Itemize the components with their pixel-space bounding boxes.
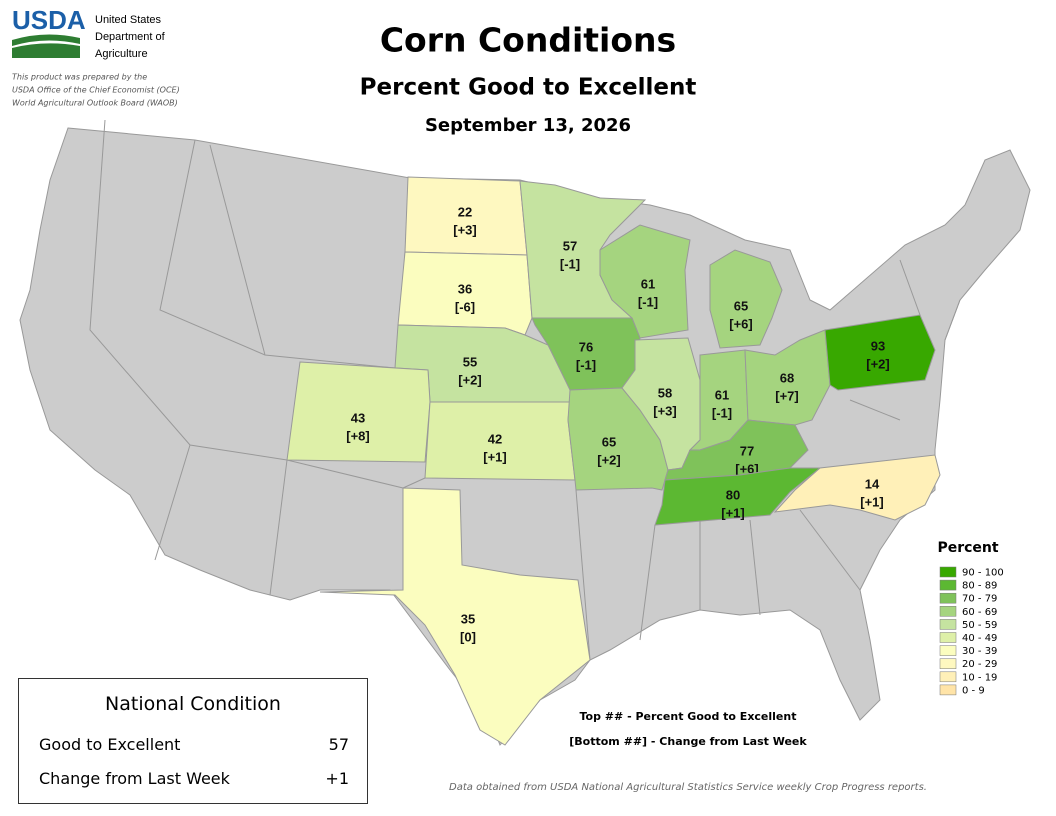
legend-label: 50 - 59 — [962, 620, 997, 631]
legend-swatch — [939, 566, 957, 578]
legend-label: 80 - 89 — [962, 581, 997, 592]
state-change: [+1] — [721, 505, 744, 520]
state — [824, 314, 936, 391]
legend-swatch — [939, 606, 957, 617]
state-value: 55 — [463, 354, 477, 369]
disclaimer: USDA Office of the Chief Economist (OCE) — [12, 86, 180, 95]
state-value: 80 — [726, 487, 740, 502]
state-value: 42 — [488, 431, 502, 446]
legend-label: 90 - 100 — [962, 568, 1004, 579]
national-label: Change from Last Week — [39, 769, 230, 788]
legend: 90 - 100 80 - 89 70 - 79 60 - 69 50 - 59 40 -… — [939, 566, 1004, 696]
state-value: 76 — [579, 339, 593, 354]
disclaimer: World Agricultural Outlook Board (WAOB) — [12, 99, 178, 108]
agency-line: Department of — [95, 31, 166, 43]
logo-text: USDA — [12, 5, 86, 35]
state-change: [+3] — [453, 222, 476, 237]
title: Corn Conditions — [380, 21, 676, 60]
legend-label: 70 - 79 — [962, 594, 997, 605]
state-value: 36 — [458, 281, 472, 296]
state-value: 93 — [871, 338, 885, 353]
state-change: [-6] — [455, 299, 475, 314]
state-change: [-1] — [712, 405, 732, 420]
state-change: [+7] — [775, 388, 798, 403]
disclaimer: This product was prepared by the — [12, 73, 147, 82]
legend-swatch — [939, 579, 957, 591]
state — [319, 487, 591, 746]
subtitle: Percent Good to Excellent — [360, 75, 697, 101]
state-change: [+1] — [483, 449, 506, 464]
state — [599, 224, 691, 339]
state-change: [+2] — [866, 356, 889, 371]
agency-line: United States — [95, 14, 162, 26]
state-value: 65 — [602, 434, 616, 449]
legend-title: Percent — [937, 540, 998, 556]
state-value: 22 — [458, 204, 472, 219]
legend-swatch — [939, 645, 957, 656]
state — [709, 249, 783, 349]
agency-line: Agriculture — [95, 48, 148, 60]
date: September 13, 2026 — [425, 115, 631, 136]
state-value: 57 — [563, 238, 577, 253]
source-note: Data obtained from USDA National Agricul… — [449, 782, 927, 793]
state-change: [-1] — [576, 357, 596, 372]
national-title: National Condition — [105, 693, 281, 715]
state-value: 58 — [658, 385, 672, 400]
usda-logo: USDA — [12, 5, 86, 58]
state-value: 61 — [641, 276, 655, 291]
legend-swatch — [939, 658, 957, 669]
state-change: [+1] — [860, 494, 883, 509]
state-value: 43 — [351, 410, 365, 425]
state-change: [+3] — [653, 403, 676, 418]
legend-swatch — [939, 671, 957, 683]
legend-label: 20 - 29 — [962, 659, 997, 670]
state — [286, 361, 431, 463]
legend-label: 60 - 69 — [962, 607, 997, 618]
legend-swatch — [939, 684, 957, 696]
state-change: [+6] — [729, 316, 752, 331]
legend-label: 10 - 19 — [962, 672, 997, 683]
state — [654, 467, 822, 526]
legend-label: 40 - 49 — [962, 633, 997, 644]
state-value: 35 — [461, 611, 475, 626]
state-value: 61 — [715, 387, 729, 402]
key-line: [Bottom ##] - Change from Last Week — [569, 735, 807, 748]
state — [664, 419, 809, 481]
state-change: [-1] — [560, 256, 580, 271]
national-value: +1 — [325, 769, 349, 788]
legend-label: 0 - 9 — [962, 685, 985, 696]
states: 22 [+3] 36 [-6] 57 [-1] 61 [-1] 65 [+6] 76 [-1] 55 [+… — [286, 176, 941, 746]
state-change: [+2] — [458, 372, 481, 387]
state-change: [-1] — [638, 294, 658, 309]
state-change: [+6] — [735, 461, 758, 476]
national-value: 57 — [328, 735, 349, 754]
state-change: [0] — [460, 629, 476, 644]
state — [773, 454, 941, 521]
national-label: Good to Excellent — [39, 735, 181, 754]
legend-swatch — [939, 592, 957, 604]
state-value: 68 — [780, 370, 794, 385]
logo-field — [12, 43, 80, 58]
legend-label: 30 - 39 — [962, 646, 997, 657]
state-change: [+8] — [346, 428, 369, 443]
legend-swatch — [939, 632, 957, 643]
state-value: 14 — [865, 476, 880, 491]
state-value: 77 — [740, 443, 754, 458]
state-value: 65 — [734, 298, 748, 313]
legend-swatch — [939, 619, 957, 630]
logo-swoosh — [12, 34, 80, 46]
key-line: Top ## - Percent Good to Excellent — [580, 710, 797, 723]
national-condition: National Condition Good to Excellent 57 … — [18, 678, 368, 804]
state-change: [+2] — [597, 452, 620, 467]
